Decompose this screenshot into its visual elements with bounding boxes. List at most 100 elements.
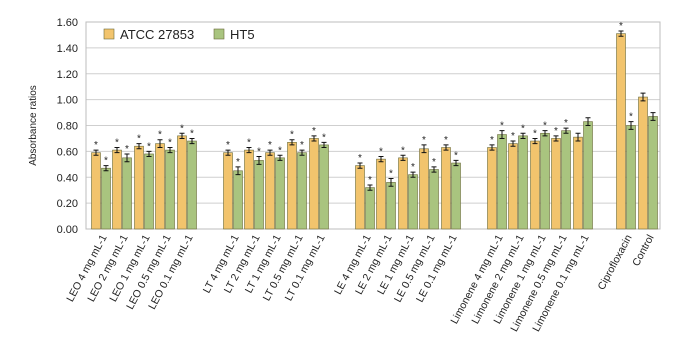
bars: * * * * * * * * * * * * * * * * * * * * * * * * * * * * * * * * * * * * * * * * (91, 21, 658, 230)
bar-atcc (177, 135, 187, 230)
significance-marker: * (278, 145, 282, 156)
error-bar (650, 112, 656, 121)
bar-atcc (309, 138, 319, 230)
error-bar (167, 146, 173, 154)
significance-marker: * (543, 121, 547, 132)
legend-swatch (103, 28, 115, 40)
error-bar (299, 149, 305, 156)
significance-marker: * (190, 128, 194, 139)
bar-atcc (91, 152, 101, 230)
significance-marker: * (137, 134, 141, 145)
error-bar (618, 30, 624, 37)
error-bar (321, 141, 327, 148)
significance-marker: * (104, 156, 108, 167)
significance-marker: * (401, 145, 405, 156)
error-bar (400, 154, 406, 161)
bar-ht5 (144, 153, 154, 230)
error-bar (553, 135, 559, 142)
y-tick-label: 1.20 (57, 69, 78, 81)
y-axis: 0.00 0.20 0.40 0.60 0.80 1.00 1.20 1.40 1.60 (57, 17, 78, 236)
error-bar (136, 143, 142, 150)
error-bar (277, 154, 283, 161)
error-bar (114, 146, 120, 154)
bar-ht5 (386, 182, 396, 230)
error-bar (179, 132, 185, 139)
bar-ht5 (518, 135, 528, 230)
error-bar (542, 130, 548, 137)
significance-marker: * (300, 140, 304, 151)
legend-label: ATCC 27853 (120, 27, 194, 42)
bar-atcc (419, 148, 429, 230)
significance-marker: * (629, 112, 633, 123)
bar-atcc (134, 145, 144, 230)
bar-ht5 (297, 152, 307, 230)
error-bar (367, 184, 373, 191)
significance-marker: * (554, 126, 558, 137)
error-bar (225, 149, 231, 156)
bar-ht5 (626, 125, 636, 230)
significance-marker: * (500, 121, 504, 132)
bar-ht5 (540, 132, 550, 230)
y-tick-label: 1.40 (57, 43, 78, 55)
bar-atcc (441, 147, 451, 230)
error-bar (640, 92, 646, 102)
significance-marker: * (236, 157, 240, 168)
error-bar (311, 135, 317, 142)
error-bar (443, 144, 449, 151)
error-bar (189, 137, 195, 145)
y-tick-label: 0.20 (57, 198, 78, 210)
significance-marker: * (125, 144, 129, 155)
significance-marker: * (290, 130, 294, 141)
error-bar (575, 132, 581, 142)
error-bar (246, 146, 252, 154)
bar-ht5 (275, 157, 285, 230)
significance-marker: * (368, 175, 372, 186)
bar-ht5 (648, 116, 658, 230)
significance-marker: * (511, 131, 515, 142)
significance-marker: * (521, 123, 525, 134)
error-bar (124, 153, 130, 163)
significance-marker: * (564, 118, 568, 129)
bar-atcc (355, 165, 365, 230)
bar-atcc (530, 140, 540, 230)
error-bar (378, 156, 384, 163)
bar-ht5 (408, 174, 418, 230)
error-bar (563, 127, 569, 134)
error-bar (489, 144, 495, 151)
y-tick-label: 0.80 (57, 121, 78, 133)
bar-atcc (376, 158, 386, 230)
bar-ht5 (365, 187, 375, 230)
y-axis-title: Absorbance ratios (28, 85, 39, 166)
x-tick-label: Ciprofloxacin (596, 233, 635, 292)
legend-swatch (213, 28, 225, 40)
bar-atcc (155, 143, 165, 230)
significance-marker: * (389, 169, 393, 180)
significance-marker: * (115, 137, 119, 148)
significance-marker: * (432, 157, 436, 168)
bar-ht5 (233, 170, 243, 230)
error-bar (510, 140, 516, 147)
significance-marker: * (358, 153, 362, 164)
bar-atcc (112, 149, 122, 230)
bar-atcc (398, 157, 408, 230)
error-bar (499, 130, 505, 139)
error-bar (93, 149, 99, 156)
significance-marker: * (247, 137, 251, 148)
significance-marker: * (168, 137, 172, 148)
error-bar (289, 139, 295, 146)
significance-marker: * (312, 126, 316, 137)
error-bar (103, 165, 109, 172)
significance-marker: * (322, 132, 326, 143)
error-bar (267, 149, 273, 156)
x-tick-label: Control (630, 233, 656, 269)
bar-ht5 (451, 162, 461, 230)
bar-atcc (573, 136, 583, 230)
bar-atcc (287, 142, 297, 230)
legend: ATCC 27853 HT5 (103, 27, 255, 42)
bar-atcc (508, 143, 518, 230)
error-bar (357, 162, 363, 169)
bar-atcc (244, 149, 254, 230)
